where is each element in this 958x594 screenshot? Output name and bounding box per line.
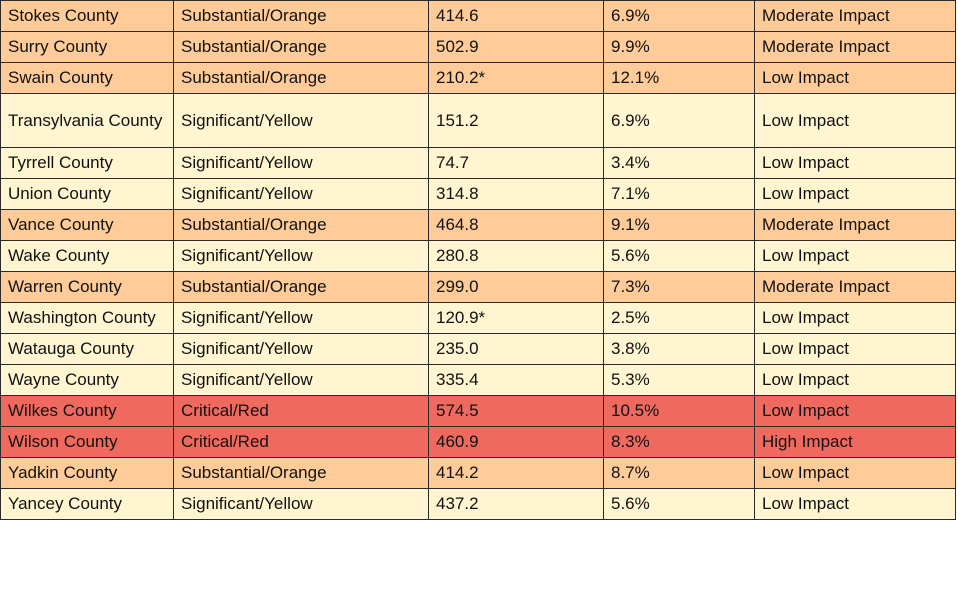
- county-cell: Transylvania County: [0, 93, 174, 148]
- percent-cell: 8.3%: [603, 426, 755, 458]
- impact-cell: Low Impact: [754, 240, 956, 272]
- percent-cell: 7.1%: [603, 178, 755, 210]
- impact-cell: Low Impact: [754, 333, 956, 365]
- county-cell: Vance County: [0, 209, 174, 241]
- impact-cell: Low Impact: [754, 93, 956, 148]
- level-cell: Significant/Yellow: [173, 93, 429, 148]
- level-cell: Substantial/Orange: [173, 209, 429, 241]
- table-row: Wake County Significant/Yellow 280.8 5.6…: [0, 240, 956, 272]
- table-row: Yadkin County Substantial/Orange 414.2 8…: [0, 457, 956, 489]
- level-cell: Significant/Yellow: [173, 333, 429, 365]
- rate-cell: 502.9: [428, 31, 604, 63]
- county-cell: Swain County: [0, 62, 174, 94]
- rate-cell: 314.8: [428, 178, 604, 210]
- table-row: Swain County Substantial/Orange 210.2* 1…: [0, 62, 956, 94]
- percent-cell: 9.9%: [603, 31, 755, 63]
- rate-cell: 151.2: [428, 93, 604, 148]
- rate-cell: 464.8: [428, 209, 604, 241]
- impact-cell: Low Impact: [754, 178, 956, 210]
- rate-cell: 280.8: [428, 240, 604, 272]
- county-cell: Wayne County: [0, 364, 174, 396]
- level-cell: Substantial/Orange: [173, 62, 429, 94]
- level-cell: Significant/Yellow: [173, 488, 429, 520]
- rate-cell: 120.9*: [428, 302, 604, 334]
- level-cell: Substantial/Orange: [173, 457, 429, 489]
- table-row: Wilson County Critical/Red 460.9 8.3% Hi…: [0, 426, 956, 458]
- level-cell: Significant/Yellow: [173, 302, 429, 334]
- county-cell: Yadkin County: [0, 457, 174, 489]
- table-row: Surry County Substantial/Orange 502.9 9.…: [0, 31, 956, 63]
- impact-cell: Moderate Impact: [754, 0, 956, 32]
- level-cell: Critical/Red: [173, 426, 429, 458]
- impact-cell: Low Impact: [754, 147, 956, 179]
- table-row: Yancey County Significant/Yellow 437.2 5…: [0, 488, 956, 520]
- county-cell: Surry County: [0, 31, 174, 63]
- county-cell: Wilson County: [0, 426, 174, 458]
- table-row: Warren County Substantial/Orange 299.0 7…: [0, 271, 956, 303]
- county-cell: Tyrrell County: [0, 147, 174, 179]
- impact-cell: Moderate Impact: [754, 271, 956, 303]
- impact-cell: Low Impact: [754, 302, 956, 334]
- county-cell: Washington County: [0, 302, 174, 334]
- percent-cell: 5.3%: [603, 364, 755, 396]
- rate-cell: 574.5: [428, 395, 604, 427]
- percent-cell: 5.6%: [603, 488, 755, 520]
- percent-cell: 5.6%: [603, 240, 755, 272]
- impact-cell: Low Impact: [754, 62, 956, 94]
- table-row: Transylvania County Significant/Yellow 1…: [0, 93, 956, 148]
- level-cell: Substantial/Orange: [173, 271, 429, 303]
- impact-cell: Moderate Impact: [754, 209, 956, 241]
- table-row: Watauga County Significant/Yellow 235.0 …: [0, 333, 956, 365]
- level-cell: Critical/Red: [173, 395, 429, 427]
- impact-cell: Low Impact: [754, 395, 956, 427]
- county-cell: Stokes County: [0, 0, 174, 32]
- table-row: Wayne County Significant/Yellow 335.4 5.…: [0, 364, 956, 396]
- impact-cell: Low Impact: [754, 457, 956, 489]
- percent-cell: 10.5%: [603, 395, 755, 427]
- rate-cell: 335.4: [428, 364, 604, 396]
- county-cell: Warren County: [0, 271, 174, 303]
- impact-cell: Moderate Impact: [754, 31, 956, 63]
- county-status-table: Stokes County Substantial/Orange 414.6 6…: [0, 0, 956, 520]
- level-cell: Significant/Yellow: [173, 147, 429, 179]
- rate-cell: 74.7: [428, 147, 604, 179]
- rate-cell: 299.0: [428, 271, 604, 303]
- table-row: Union County Significant/Yellow 314.8 7.…: [0, 178, 956, 210]
- rate-cell: 437.2: [428, 488, 604, 520]
- level-cell: Significant/Yellow: [173, 364, 429, 396]
- county-cell: Yancey County: [0, 488, 174, 520]
- percent-cell: 2.5%: [603, 302, 755, 334]
- percent-cell: 3.8%: [603, 333, 755, 365]
- level-cell: Substantial/Orange: [173, 31, 429, 63]
- percent-cell: 12.1%: [603, 62, 755, 94]
- impact-cell: Low Impact: [754, 364, 956, 396]
- percent-cell: 8.7%: [603, 457, 755, 489]
- table-row: Stokes County Substantial/Orange 414.6 6…: [0, 0, 956, 32]
- percent-cell: 3.4%: [603, 147, 755, 179]
- rate-cell: 414.2: [428, 457, 604, 489]
- impact-cell: Low Impact: [754, 488, 956, 520]
- percent-cell: 6.9%: [603, 93, 755, 148]
- county-cell: Union County: [0, 178, 174, 210]
- impact-cell: High Impact: [754, 426, 956, 458]
- county-cell: Wake County: [0, 240, 174, 272]
- table-row: Wilkes County Critical/Red 574.5 10.5% L…: [0, 395, 956, 427]
- percent-cell: 7.3%: [603, 271, 755, 303]
- rate-cell: 235.0: [428, 333, 604, 365]
- level-cell: Significant/Yellow: [173, 240, 429, 272]
- county-cell: Wilkes County: [0, 395, 174, 427]
- level-cell: Significant/Yellow: [173, 178, 429, 210]
- rate-cell: 210.2*: [428, 62, 604, 94]
- table-row: Vance County Substantial/Orange 464.8 9.…: [0, 209, 956, 241]
- level-cell: Substantial/Orange: [173, 0, 429, 32]
- county-cell: Watauga County: [0, 333, 174, 365]
- table-row: Washington County Significant/Yellow 120…: [0, 302, 956, 334]
- percent-cell: 9.1%: [603, 209, 755, 241]
- percent-cell: 6.9%: [603, 0, 755, 32]
- table-row: Tyrrell County Significant/Yellow 74.7 3…: [0, 147, 956, 179]
- rate-cell: 460.9: [428, 426, 604, 458]
- rate-cell: 414.6: [428, 0, 604, 32]
